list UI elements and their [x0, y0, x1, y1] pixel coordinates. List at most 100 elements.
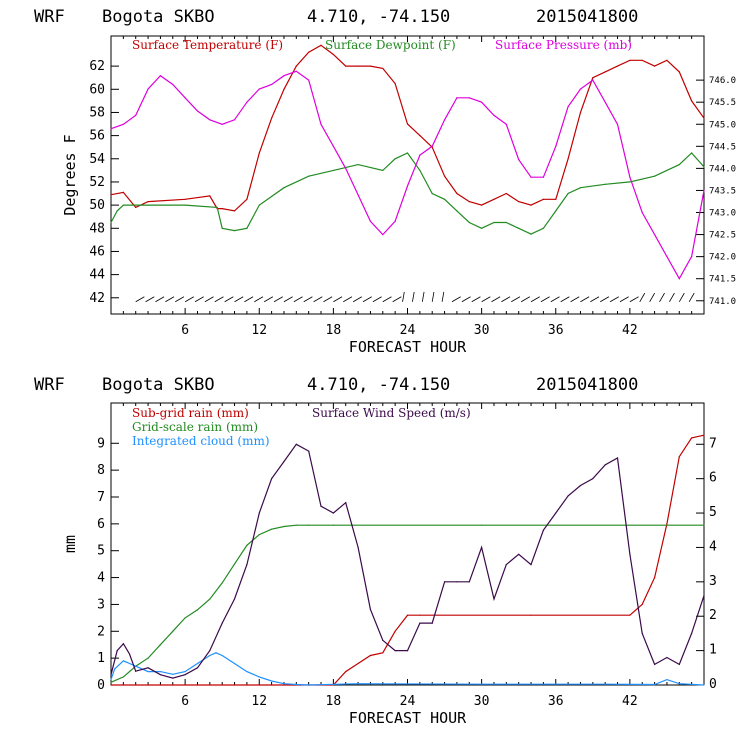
data-point-wind — [110, 674, 112, 676]
data-point-dewpoint — [703, 166, 705, 168]
x-tick-label: 36 — [548, 694, 564, 709]
data-point-temperature — [555, 198, 557, 200]
x-tick-label: 42 — [622, 323, 638, 338]
data-point-pressure — [653, 233, 656, 236]
data-point-gridscale — [258, 534, 260, 536]
data-point-dewpoint — [135, 204, 137, 206]
data-point-gridscale — [703, 524, 705, 526]
x-tick-label: 18 — [326, 323, 342, 338]
data-point-temperature — [691, 100, 693, 102]
wind-barb — [293, 296, 303, 303]
wind-barb — [214, 296, 224, 303]
data-point-cloud — [678, 683, 680, 685]
data-point-cloud — [703, 684, 705, 686]
data-point-pressure — [394, 220, 396, 222]
data-point-gridscale — [481, 524, 483, 526]
legend-temperature: Surface Temperature (F) — [132, 38, 283, 52]
data-point-dewpoint — [555, 210, 557, 212]
y-tick-label: 2 — [97, 624, 105, 639]
data-point-wind — [258, 512, 260, 514]
data-point-subgrid — [357, 662, 359, 665]
y2-tick-label: 4 — [709, 539, 717, 554]
wind-barb — [224, 296, 234, 303]
data-point-temperature — [357, 65, 359, 67]
data-point-temperature — [641, 59, 643, 61]
header-coords: 4.710, -74.150 — [307, 7, 450, 27]
y-tick-label: 7 — [97, 490, 105, 505]
y-tick-label: 52 — [89, 175, 105, 190]
wind-barb — [333, 296, 343, 303]
data-point-cloud — [215, 652, 217, 654]
data-point-temperature — [542, 198, 544, 200]
data-point-pressure — [616, 123, 619, 125]
data-point-wind — [604, 464, 606, 466]
series-line-wind — [110, 443, 705, 679]
y-tick-label: 58 — [89, 105, 105, 120]
wind-barb — [619, 296, 629, 303]
data-point-dewpoint — [505, 221, 507, 224]
legend-wind: Surface Wind Speed (m/s) — [312, 406, 471, 420]
data-point-pressure — [382, 233, 384, 236]
data-point-pressure — [703, 189, 705, 192]
wind-barb — [362, 296, 372, 303]
data-point-subgrid — [394, 630, 396, 632]
y-tick-label: 54 — [89, 152, 105, 167]
data-point-gridscale — [283, 525, 285, 528]
data-point-dewpoint — [246, 227, 248, 229]
data-point-subgrid — [530, 614, 532, 616]
data-point-wind — [172, 677, 174, 679]
series-line-gridscale — [110, 524, 704, 683]
data-point-temperature — [122, 191, 124, 193]
data-point-wind — [493, 598, 495, 600]
x-axis-label: FORECAST HOUR — [349, 338, 467, 356]
y2-tick-label: 3 — [709, 574, 717, 589]
data-point-dewpoint — [382, 169, 384, 171]
data-point-cloud — [271, 680, 273, 682]
wind-barb — [283, 296, 293, 303]
data-point-pressure — [345, 167, 347, 169]
data-point-pressure — [172, 83, 174, 86]
header-coords: 4.710, -74.150 — [307, 375, 450, 395]
data-point-pressure — [629, 176, 631, 178]
data-point-dewpoint — [122, 204, 124, 206]
data-point-temperature — [468, 201, 470, 203]
x-tick-label: 6 — [181, 323, 189, 338]
data-point-temperature — [518, 201, 520, 203]
data-point-wind — [505, 564, 507, 566]
data-point-temperature — [604, 71, 606, 73]
data-point-pressure — [357, 194, 359, 196]
y-tick-label: 60 — [89, 82, 105, 97]
data-point-wind — [443, 581, 446, 583]
y-tick-label: 4 — [97, 571, 105, 586]
wind-barb — [570, 296, 580, 303]
data-point-dewpoint — [456, 210, 458, 212]
data-point-dewpoint — [653, 175, 656, 177]
y2-tick-label: 6 — [709, 471, 717, 486]
data-point-temperature — [592, 77, 594, 79]
data-point-pressure — [159, 75, 162, 77]
data-point-subgrid — [406, 614, 409, 616]
data-point-wind — [406, 650, 409, 652]
data-point-subgrid — [691, 437, 693, 439]
data-point-pressure — [604, 101, 606, 103]
data-point-wind — [592, 478, 594, 480]
y-tick-label: 5 — [97, 544, 105, 559]
data-point-wind — [246, 564, 248, 566]
data-point-wind — [542, 529, 544, 531]
data-point-wind — [345, 502, 347, 504]
wind-barb — [204, 296, 214, 303]
data-point-subgrid — [641, 603, 643, 606]
data-point-wind — [122, 643, 124, 645]
y2-tick-label: 742.0 — [709, 253, 736, 263]
data-point-temperature — [703, 117, 705, 119]
data-point-wind — [283, 460, 285, 463]
data-point-temperature — [419, 135, 421, 137]
wind-barb — [244, 296, 254, 303]
wind-barb — [600, 296, 610, 303]
wind-barb — [175, 296, 185, 303]
data-point-wind — [159, 674, 162, 676]
data-point-dewpoint — [567, 192, 569, 195]
data-point-cloud — [159, 670, 162, 673]
data-point-pressure — [592, 79, 594, 81]
